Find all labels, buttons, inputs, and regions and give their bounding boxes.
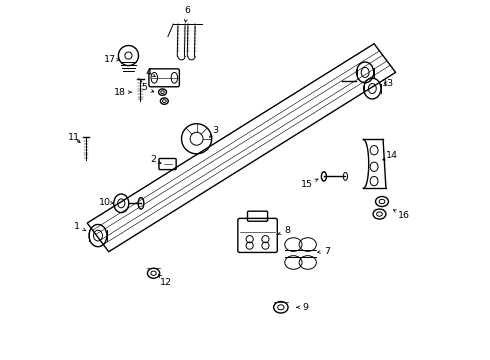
Text: 5: 5 [141, 83, 154, 92]
Text: 6: 6 [184, 6, 191, 22]
Text: 11: 11 [68, 133, 80, 143]
Text: 14: 14 [383, 151, 398, 160]
Text: 17: 17 [103, 55, 120, 64]
Text: 8: 8 [278, 226, 290, 235]
Text: 10: 10 [98, 198, 114, 207]
Text: 7: 7 [318, 247, 330, 256]
Text: 13: 13 [382, 79, 394, 88]
Text: 12: 12 [159, 275, 172, 287]
Text: 4: 4 [145, 68, 155, 77]
Text: 16: 16 [393, 210, 410, 220]
Text: 3: 3 [210, 126, 219, 137]
Text: 18: 18 [114, 87, 131, 96]
Text: 1: 1 [74, 222, 86, 231]
Text: 15: 15 [301, 179, 318, 189]
Text: 9: 9 [296, 303, 308, 312]
Text: 2: 2 [150, 156, 161, 165]
